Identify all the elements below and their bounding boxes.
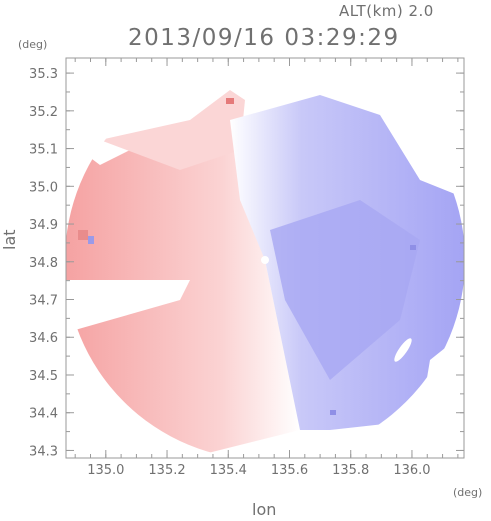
- y-axis-unit: (deg): [18, 38, 48, 51]
- x-tick-label: 135.8: [332, 463, 369, 478]
- y-tick-label: 34.9: [29, 218, 58, 233]
- x-tick-label: 135.6: [271, 463, 308, 478]
- y-tick-label: 34.8: [29, 256, 58, 271]
- y-tick-label: 34.6: [29, 331, 58, 346]
- positive-velocity-north-patch: [100, 90, 245, 170]
- radar-site-marker: [261, 256, 269, 264]
- echo-speckle: [410, 245, 416, 250]
- echo-speckle: [88, 236, 94, 244]
- y-tick-label: 35.3: [29, 67, 58, 82]
- x-axis-label: lon: [252, 500, 277, 519]
- y-tick-label: 35.2: [29, 105, 58, 120]
- x-axis-unit: (deg): [453, 486, 483, 499]
- x-tick-label: 135.4: [210, 463, 247, 478]
- y-tick-label: 34.5: [29, 369, 58, 384]
- x-tick-label: 135.0: [87, 463, 124, 478]
- x-tick-label: 136.0: [393, 463, 430, 478]
- no-data-wedge: [66, 280, 190, 330]
- radar-field: [66, 90, 464, 458]
- echo-speckle: [78, 230, 88, 240]
- negative-velocity-core: [270, 200, 420, 380]
- y-tick-label: 35.1: [29, 143, 58, 158]
- plot-frame: [65, 57, 465, 459]
- y-tick-label: 34.7: [29, 294, 58, 309]
- chart-datetime-title: 2013/09/16 03:29:29: [128, 25, 400, 51]
- y-tick-label: 35.0: [29, 180, 58, 195]
- altitude-label: ALT(km) 2.0: [339, 2, 434, 20]
- echo-speckle: [330, 410, 336, 415]
- axis-ticks: 135.0 135.2 135.4 135.6 135.8 136.0 34.3 34.4 34…: [29, 58, 464, 478]
- echo-speckle: [226, 98, 234, 104]
- x-tick-label: 135.2: [148, 463, 185, 478]
- echo-speckle: [394, 338, 412, 362]
- y-tick-label: 34.3: [29, 444, 58, 459]
- y-tick-label: 34.4: [29, 407, 58, 422]
